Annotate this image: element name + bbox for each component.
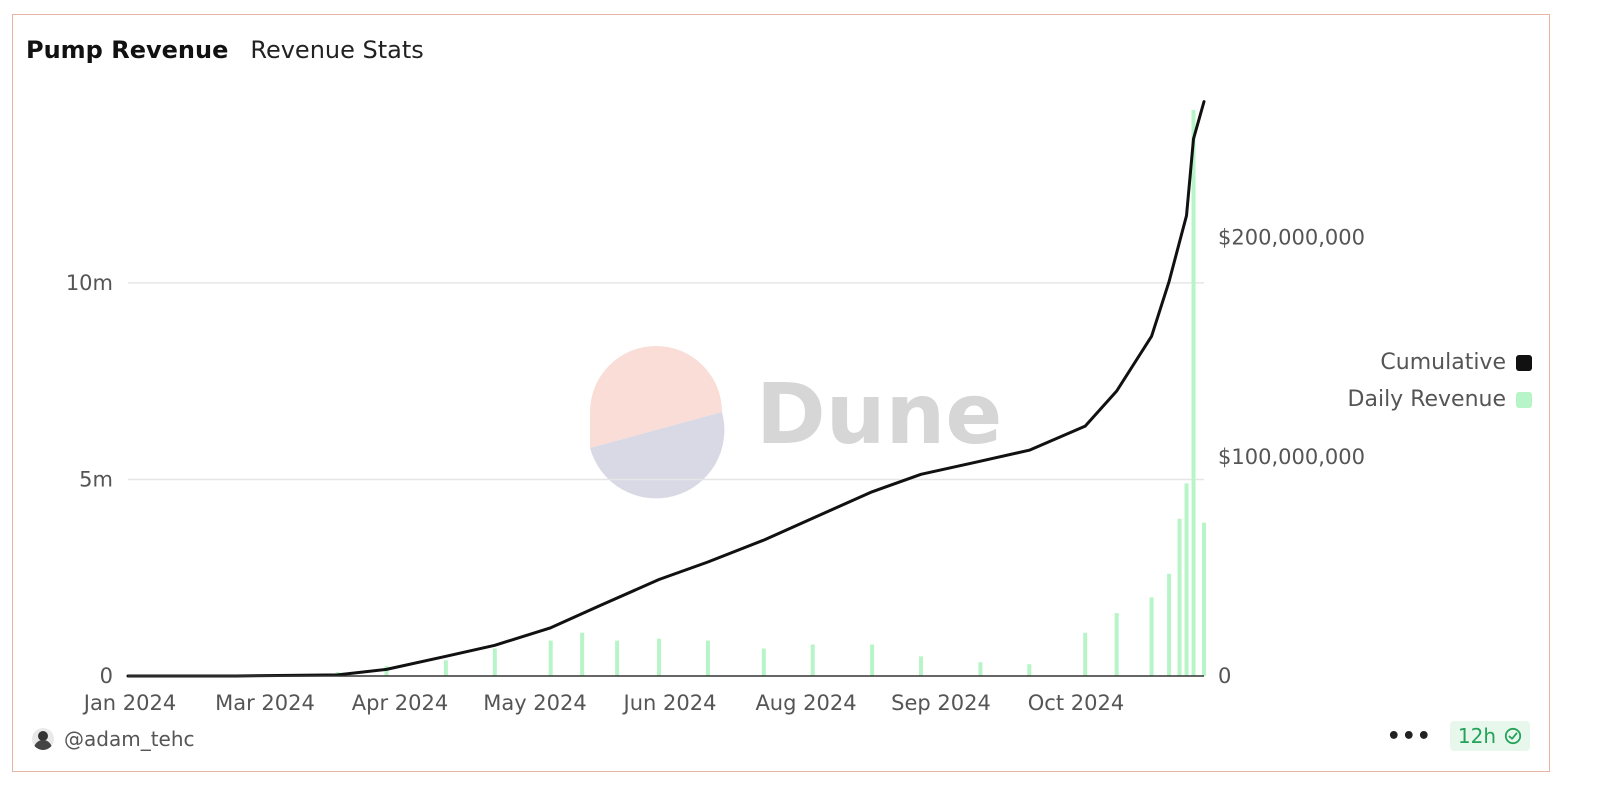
daily-revenue-bar[interactable]: [384, 666, 389, 676]
more-options-button[interactable]: •••: [1386, 723, 1432, 749]
cumulative-line: [126, 100, 1206, 678]
x-tick-label: Aug 2024: [755, 691, 856, 715]
right-tick-label: $100,000,000: [1218, 445, 1365, 469]
legend-swatch-cumulative: [1516, 354, 1532, 371]
daily-revenue-bar[interactable]: [657, 638, 662, 676]
author-handle: @adam_tehc: [64, 727, 195, 751]
left-tick-label: 0: [100, 664, 113, 688]
daily-revenue-bar[interactable]: [443, 660, 448, 676]
daily-revenue-bar[interactable]: [1083, 632, 1088, 676]
x-tick-label: Jan 2024: [82, 691, 177, 715]
daily-revenue-bar[interactable]: [580, 632, 585, 676]
left-tick-label: 5m: [79, 467, 113, 491]
chart-title[interactable]: Pump Revenue: [26, 36, 229, 64]
chart-legend: Cumulative Daily Revenue: [1348, 350, 1532, 412]
daily-revenue-bar[interactable]: [978, 662, 983, 676]
daily-revenue-bar[interactable]: [705, 640, 710, 676]
daily-revenue-bar[interactable]: [1184, 483, 1189, 676]
daily-revenue-bar[interactable]: [1177, 518, 1182, 676]
chart-actions: ••• 12h: [1387, 721, 1530, 751]
x-tick-label: Apr 2024: [352, 691, 448, 715]
right-tick-label: $200,000,000: [1218, 226, 1365, 250]
daily-revenue-bar[interactable]: [1202, 522, 1206, 676]
x-tick-label: Sep 2024: [891, 691, 991, 715]
daily-revenue-bar[interactable]: [810, 644, 815, 676]
daily-revenue-bar[interactable]: [919, 656, 924, 676]
daily-revenue-bar[interactable]: [1191, 109, 1196, 677]
daily-revenue-bar[interactable]: [1027, 664, 1032, 676]
author-info[interactable]: @adam_tehc: [32, 727, 195, 751]
avatar: [32, 728, 54, 750]
x-tick-label: Mar 2024: [215, 691, 315, 715]
daily-revenue-bar[interactable]: [1149, 597, 1154, 676]
legend-label-daily-revenue: Daily Revenue: [1347, 387, 1506, 412]
legend-item-daily-revenue[interactable]: Daily Revenue: [1348, 387, 1532, 412]
refresh-interval: 12h: [1457, 724, 1496, 748]
x-tick-label: Oct 2024: [1028, 691, 1124, 715]
dune-logo-icon: [590, 346, 725, 499]
x-tick-label: May 2024: [483, 691, 587, 715]
left-tick-label: 10m: [66, 271, 113, 295]
right-tick-label: 0: [1218, 664, 1231, 688]
legend-swatch-daily-revenue: [1516, 391, 1532, 408]
daily-revenue-bar[interactable]: [615, 640, 620, 676]
x-tick-label: Jun 2024: [622, 691, 717, 715]
left-axis: 0 5m 10m: [66, 271, 113, 688]
x-axis: Jan 2024 Mar 2024 Apr 2024 May 2024 Jun 2024…: [82, 691, 1124, 715]
daily-revenue-bar[interactable]: [1167, 573, 1172, 676]
chart-card: [12, 14, 1550, 772]
daily-revenue-bar[interactable]: [548, 640, 553, 676]
watermark-text: Dune: [756, 365, 1002, 463]
dune-watermark: Dune: [590, 346, 1002, 499]
chart-subtitle: Revenue Stats: [250, 36, 424, 64]
daily-revenue-bar[interactable]: [492, 648, 497, 676]
daily-revenue-bars: [234, 109, 1206, 677]
check-icon: [1504, 727, 1522, 745]
daily-revenue-bar[interactable]: [1114, 613, 1119, 676]
right-axis: 0 $100,000,000 $200,000,000: [1218, 226, 1365, 688]
gridlines: [128, 282, 1204, 481]
legend-label-cumulative: Cumulative: [1380, 350, 1506, 375]
refresh-badge[interactable]: 12h: [1449, 721, 1530, 751]
chart-header: Pump Revenue Revenue Stats: [26, 34, 424, 66]
legend-item-cumulative[interactable]: Cumulative: [1380, 350, 1532, 375]
daily-revenue-bar[interactable]: [870, 644, 875, 676]
daily-revenue-bar[interactable]: [761, 648, 766, 676]
